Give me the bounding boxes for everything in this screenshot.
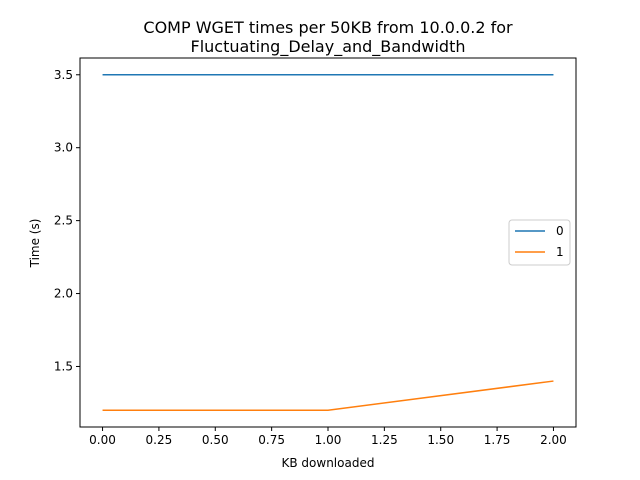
y-tick-label: 3.0 <box>54 141 73 155</box>
legend-label-1: 1 <box>556 245 564 259</box>
x-tick-label: 1.75 <box>484 433 511 447</box>
y-tick-label: 2.5 <box>54 214 73 228</box>
x-tick-label: 0.25 <box>146 433 173 447</box>
y-axis: 1.5 2.0 2.5 3.0 3.5 <box>54 68 80 373</box>
x-tick-label: 0.00 <box>89 433 116 447</box>
x-tick-label: 0.75 <box>258 433 285 447</box>
y-tick-label: 1.5 <box>54 359 73 373</box>
x-tick-label: 1.25 <box>371 433 398 447</box>
series-layer <box>102 74 554 411</box>
chart-title-line-2: Fluctuating_Delay_and_Bandwidth <box>191 37 466 57</box>
x-axis-label: KB downloaded <box>282 456 375 470</box>
y-tick-label: 3.5 <box>54 68 73 82</box>
legend: 01 <box>508 219 571 266</box>
x-axis: 0.00 0.25 0.50 0.75 1.00 1.25 1.50 1.75 2.00 <box>89 427 567 447</box>
y-tick-label: 2.0 <box>54 287 73 301</box>
x-tick-label: 2.00 <box>540 433 567 447</box>
legend-label-0: 0 <box>556 224 564 238</box>
y-axis-label: Time (s) <box>28 219 42 269</box>
x-tick-label: 1.50 <box>427 433 454 447</box>
x-tick-label: 1.00 <box>315 433 342 447</box>
chart-title-line-1: COMP WGET times per 50KB from 10.0.0.2 f… <box>143 18 513 37</box>
series-line-1 <box>102 380 554 411</box>
x-tick-label: 0.50 <box>202 433 229 447</box>
